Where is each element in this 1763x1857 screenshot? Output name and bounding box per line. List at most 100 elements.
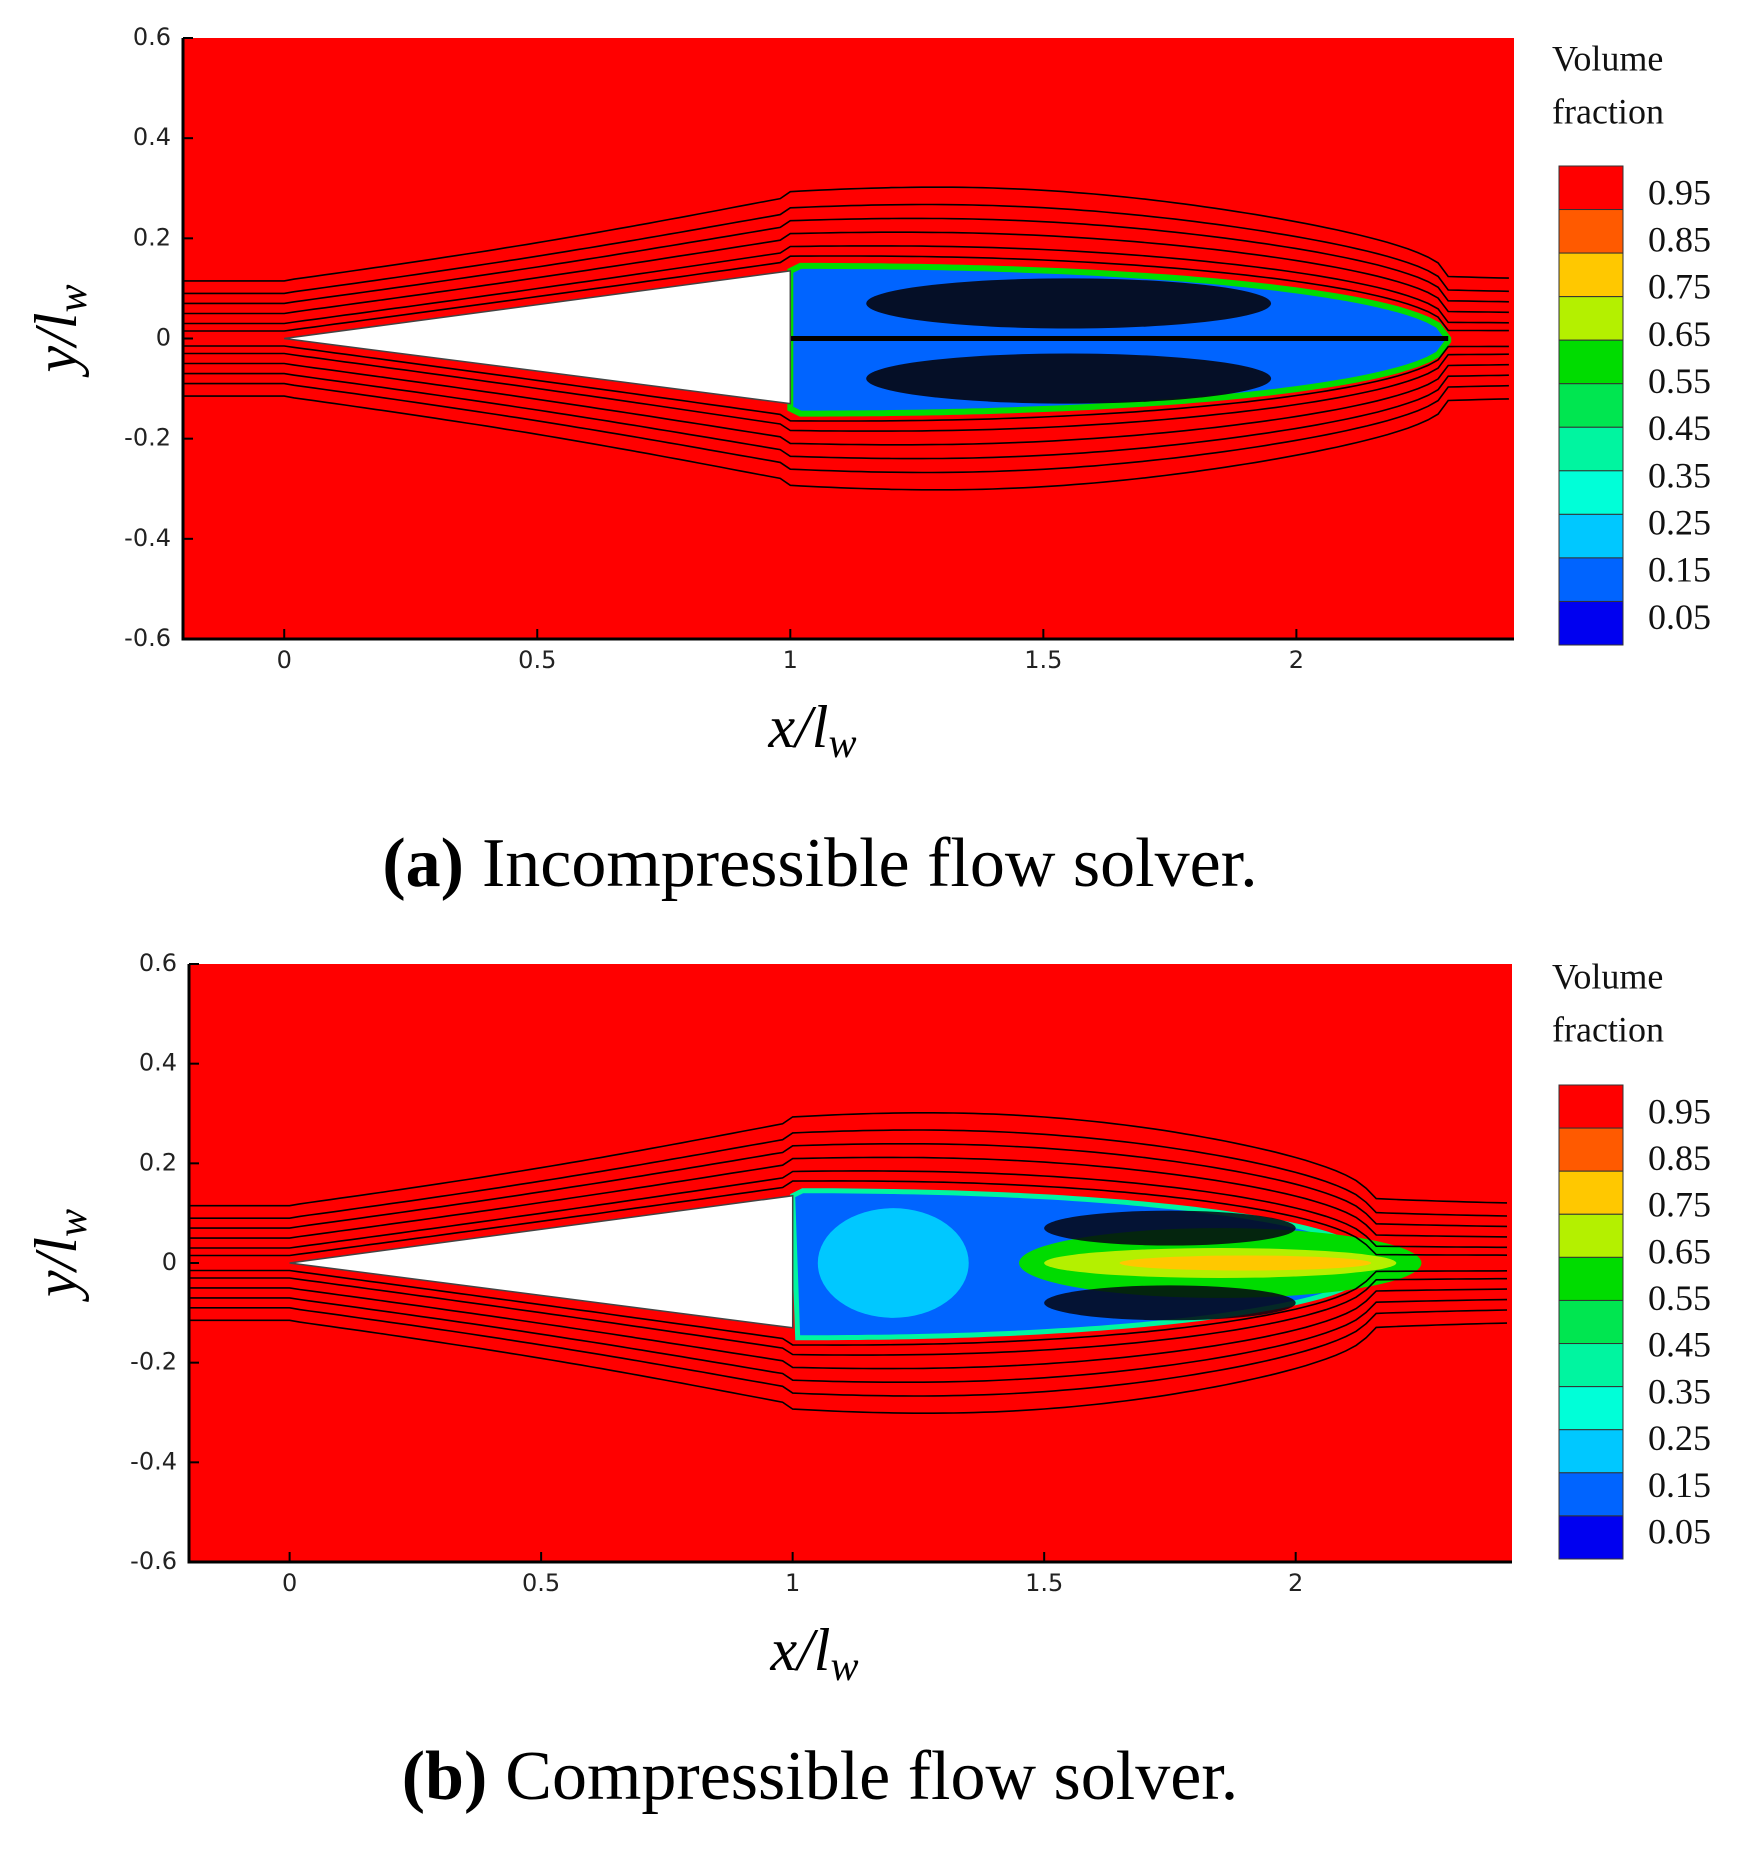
colorbar-band xyxy=(1558,1343,1624,1388)
x-tick-label: 0.5 xyxy=(522,1569,560,1597)
cavity-light xyxy=(817,1208,969,1318)
colorbar-label: 0.25 xyxy=(1648,1418,1711,1458)
caption-label: (a) xyxy=(382,825,464,902)
panel: -0.6-0.4-0.200.20.40.60 0.5 1 1.5 2x/lwy/lwV… xyxy=(23,23,1711,902)
colorbar-band xyxy=(1558,1515,1624,1560)
y-tick-label: -0.4 xyxy=(124,524,171,552)
colorbar-label: 0.45 xyxy=(1648,1325,1711,1365)
y-axis-label-main: y/l xyxy=(23,1237,89,1303)
y-axis-label-sub: w xyxy=(50,1209,96,1237)
x-axis-label-sub: w xyxy=(828,721,856,767)
body xyxy=(284,270,792,405)
colorbar-title: fraction xyxy=(1552,1009,1664,1049)
streamline xyxy=(189,1170,1507,1249)
plot-area xyxy=(183,38,1514,639)
colorbar-title: fraction xyxy=(1552,91,1664,131)
colorbar-band xyxy=(1558,557,1624,602)
x-axis-label: x/lw xyxy=(768,694,857,767)
streamline xyxy=(183,217,1509,305)
colorbar-band xyxy=(1558,513,1624,559)
streamline xyxy=(189,1287,1508,1370)
colorbar-label: 0.15 xyxy=(1648,550,1711,590)
colorbar-label: 0.05 xyxy=(1648,1511,1711,1551)
caption-text: Compressible flow solver. xyxy=(505,1738,1238,1815)
colorbar-band xyxy=(1558,1299,1624,1345)
colorbar-label: 0.55 xyxy=(1648,361,1711,401)
y-tick-label: -0.2 xyxy=(130,1348,177,1376)
streamline xyxy=(183,186,1509,282)
colorbar-band xyxy=(1558,426,1624,472)
colorbar-band xyxy=(1558,209,1624,254)
colorbar-label: 0.05 xyxy=(1648,597,1711,637)
caption-text: Incompressible flow solver. xyxy=(482,825,1258,902)
colorbar-band xyxy=(1558,1472,1624,1517)
streamline xyxy=(189,1277,1507,1356)
x-tick-label: 0 xyxy=(282,1569,297,1597)
colorbar-band xyxy=(1558,296,1624,341)
colorbar-band xyxy=(1558,383,1624,428)
x-axis-label-main: x/l xyxy=(768,694,829,760)
colorbar-label: 0.35 xyxy=(1648,1371,1711,1411)
y-axis-label-main: y/l xyxy=(23,313,89,379)
colorbar-label: 0.15 xyxy=(1648,1465,1711,1505)
y-axis-label: y/lw xyxy=(23,285,96,379)
colorbar-band xyxy=(1558,1127,1624,1172)
colorbar-label: 0.95 xyxy=(1648,172,1711,212)
vortex xyxy=(1044,1285,1296,1321)
x-tick-label: 0.5 xyxy=(518,646,556,674)
colorbar-band xyxy=(1558,1084,1624,1129)
y-tick-label: 0.4 xyxy=(139,1049,177,1077)
streamline xyxy=(183,372,1509,460)
streamline xyxy=(183,203,1509,295)
x-tick-label: 1 xyxy=(785,1569,800,1597)
colorbar-label: 0.25 xyxy=(1648,503,1711,543)
colorbar-label: 0.65 xyxy=(1648,1231,1711,1271)
panel: -0.6-0.4-0.200.20.40.60 0.5 1 1.5 2x/lwy/lwV… xyxy=(23,949,1711,1815)
y-tick-label: 0 xyxy=(156,324,171,352)
streamline xyxy=(189,1307,1508,1397)
colorbar-label: 0.85 xyxy=(1648,1138,1711,1178)
x-tick-label: 1 xyxy=(783,646,798,674)
streamline xyxy=(183,245,1509,325)
colorbar-band xyxy=(1558,1429,1624,1474)
y-tick-label: 0 xyxy=(162,1248,177,1276)
streamline xyxy=(189,1269,1508,1346)
colorbar-band xyxy=(1558,1170,1624,1215)
streamline xyxy=(183,382,1509,474)
colorbar-title: Volume xyxy=(1552,956,1663,996)
x-tick-label: 2 xyxy=(1288,1569,1303,1597)
colorbar-band xyxy=(1558,600,1624,646)
streamline xyxy=(189,1319,1508,1414)
colorbar-band xyxy=(1558,1213,1624,1258)
x-tick-label: 2 xyxy=(1289,646,1304,674)
colorbar-label: 0.75 xyxy=(1648,267,1711,307)
y-axis-label: y/lw xyxy=(23,1209,96,1303)
x-tick-label: 1.5 xyxy=(1024,646,1062,674)
colorbar-label: 0.85 xyxy=(1648,219,1711,259)
colorbar-title: Volume xyxy=(1552,38,1663,78)
caption: (a) Incompressible flow solver. xyxy=(382,825,1257,902)
streamline xyxy=(183,352,1509,432)
plot-area xyxy=(189,964,1512,1562)
colorbar-band xyxy=(1558,252,1624,298)
colorbar-band xyxy=(1558,165,1624,211)
streamline xyxy=(189,1143,1508,1229)
streamline xyxy=(183,255,1509,332)
colorbar-band xyxy=(1558,1386,1624,1431)
streamline xyxy=(189,1112,1508,1207)
x-axis-label: x/lw xyxy=(770,1617,859,1690)
y-tick-label: 0.6 xyxy=(139,949,177,977)
y-axis-label-sub: w xyxy=(50,285,96,313)
colorbar-label: 0.55 xyxy=(1648,1278,1711,1318)
y-tick-label: 0.2 xyxy=(139,1148,177,1176)
x-tick-label: 1.5 xyxy=(1025,1569,1063,1597)
y-tick-label: 0.2 xyxy=(133,223,171,251)
body xyxy=(289,1194,794,1329)
x-axis-label-sub: w xyxy=(830,1644,858,1690)
mix-core xyxy=(1119,1255,1372,1271)
colorbar-band xyxy=(1558,339,1624,385)
caption-label: (b) xyxy=(402,1738,488,1815)
vortex xyxy=(866,353,1272,404)
colorbar-band xyxy=(1558,470,1624,515)
